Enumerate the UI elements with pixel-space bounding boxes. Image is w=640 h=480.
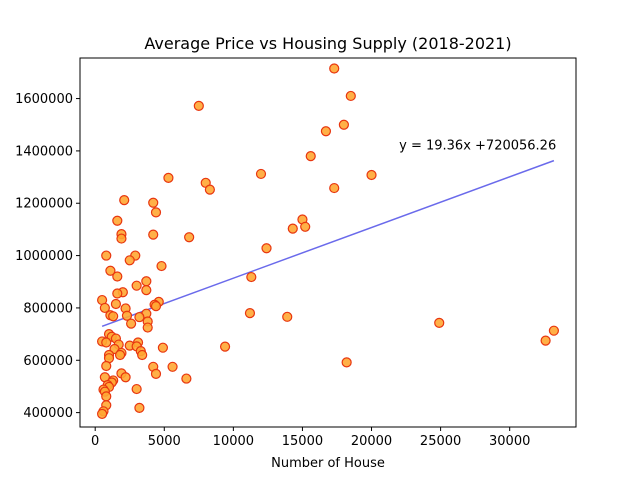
data-point [134, 311, 145, 323]
data-point [148, 197, 159, 208]
data-point [540, 335, 551, 346]
data-points [97, 63, 559, 420]
data-point [181, 373, 192, 384]
chart-title: Average Price vs Housing Supply (2018-20… [144, 34, 511, 53]
y-tick-label: 1400000 [15, 144, 73, 159]
y-tick-label: 600000 [23, 354, 73, 369]
data-point [329, 182, 340, 194]
data-point [163, 172, 174, 183]
data-point [120, 372, 131, 383]
data-point [101, 391, 112, 402]
y-tick-label: 1200000 [15, 197, 73, 212]
regression-annotation: y = 19.36x +720056.26 [399, 139, 556, 154]
data-point [131, 383, 142, 395]
data-point [341, 357, 352, 368]
x-tick-label: 10000 [213, 434, 254, 449]
data-point [121, 310, 133, 321]
trend-line [101, 159, 555, 328]
data-point [366, 169, 377, 181]
data-point [193, 100, 204, 111]
data-point [204, 184, 215, 195]
data-point [131, 280, 142, 291]
data-point [137, 349, 148, 361]
data-point [156, 260, 167, 272]
data-point [345, 90, 356, 102]
data-point [99, 302, 110, 314]
data-point [300, 221, 311, 232]
data-point [157, 342, 168, 353]
data-point [116, 233, 127, 244]
data-point [114, 349, 126, 361]
x-tick-label: 5000 [148, 434, 181, 449]
x-tick-label: 0 [91, 434, 99, 449]
data-point [434, 317, 445, 328]
data-point [261, 243, 272, 254]
data-point [150, 300, 162, 312]
data-point [150, 368, 162, 379]
data-point [184, 232, 195, 243]
x-tick-label: 30000 [489, 434, 530, 449]
data-point [101, 360, 112, 372]
data-point [548, 325, 559, 336]
data-point [110, 298, 122, 310]
data-point [101, 337, 112, 348]
data-point [320, 126, 332, 137]
data-point [287, 223, 298, 234]
data-point [101, 250, 112, 261]
x-tick-label: 25000 [420, 434, 461, 449]
data-point [124, 255, 135, 266]
x-axis-label: Number of House [271, 456, 385, 471]
data-point [97, 408, 108, 420]
data-point [141, 285, 152, 296]
data-point [305, 151, 316, 162]
data-point [148, 229, 159, 240]
data-point [282, 311, 293, 322]
data-point [255, 168, 267, 180]
data-point [112, 288, 123, 299]
data-point [244, 308, 256, 319]
data-point [134, 402, 145, 413]
data-point [167, 361, 178, 372]
plot-area [79, 57, 577, 428]
y-tick-label: 1000000 [15, 249, 73, 264]
data-point [142, 322, 153, 333]
data-point [105, 265, 116, 276]
data-point [246, 271, 257, 283]
data-point [219, 341, 231, 352]
data-point [108, 311, 119, 322]
x-tick-label: 15000 [282, 434, 323, 449]
data-point [126, 318, 137, 329]
data-point [112, 215, 123, 226]
x-tick-label: 20000 [351, 434, 392, 449]
y-axis-ticks: 400000 600000 800000 1000000 1200000 1400000 1… [15, 92, 80, 421]
data-point [119, 195, 130, 206]
data-point [338, 119, 349, 130]
y-tick-label: 1600000 [15, 92, 73, 107]
y-tick-label: 400000 [23, 406, 73, 421]
data-point [150, 207, 162, 218]
data-point [112, 271, 123, 282]
x-axis-ticks: 0 5000 10000 15000 20000 25000 30000 [91, 427, 530, 449]
data-point [141, 276, 152, 287]
y-tick-label: 800000 [23, 301, 73, 316]
data-point [329, 63, 340, 74]
